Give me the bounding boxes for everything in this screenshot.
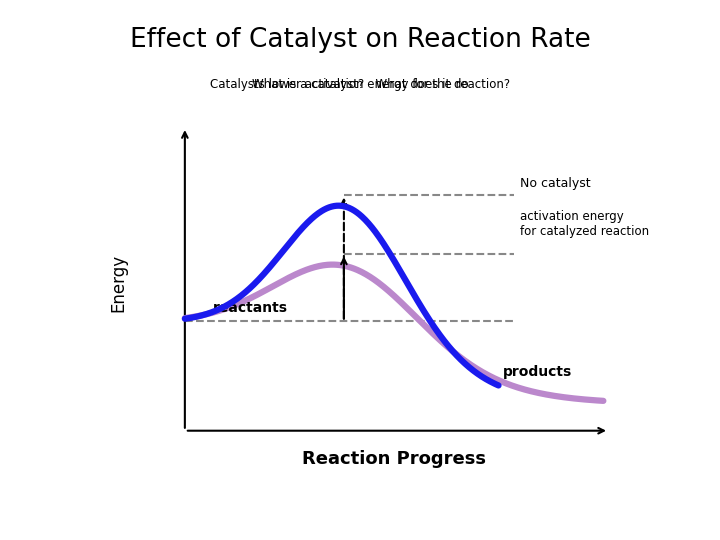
Text: products: products [503, 365, 572, 379]
Text: reactants: reactants [213, 301, 288, 315]
Text: Effect of Catalyst on Reaction Rate: Effect of Catalyst on Reaction Rate [130, 27, 590, 53]
Text: What is a catalyst?   What does it do: What is a catalyst? What does it do [252, 78, 468, 91]
Text: Energy: Energy [109, 254, 127, 312]
Text: Reaction Progress: Reaction Progress [302, 450, 486, 468]
Text: Catalysts lower activation energy for the reaction?: Catalysts lower activation energy for th… [210, 78, 510, 91]
Text: activation energy
for catalyzed reaction: activation energy for catalyzed reaction [520, 210, 649, 238]
Text: No catalyst: No catalyst [520, 177, 590, 191]
